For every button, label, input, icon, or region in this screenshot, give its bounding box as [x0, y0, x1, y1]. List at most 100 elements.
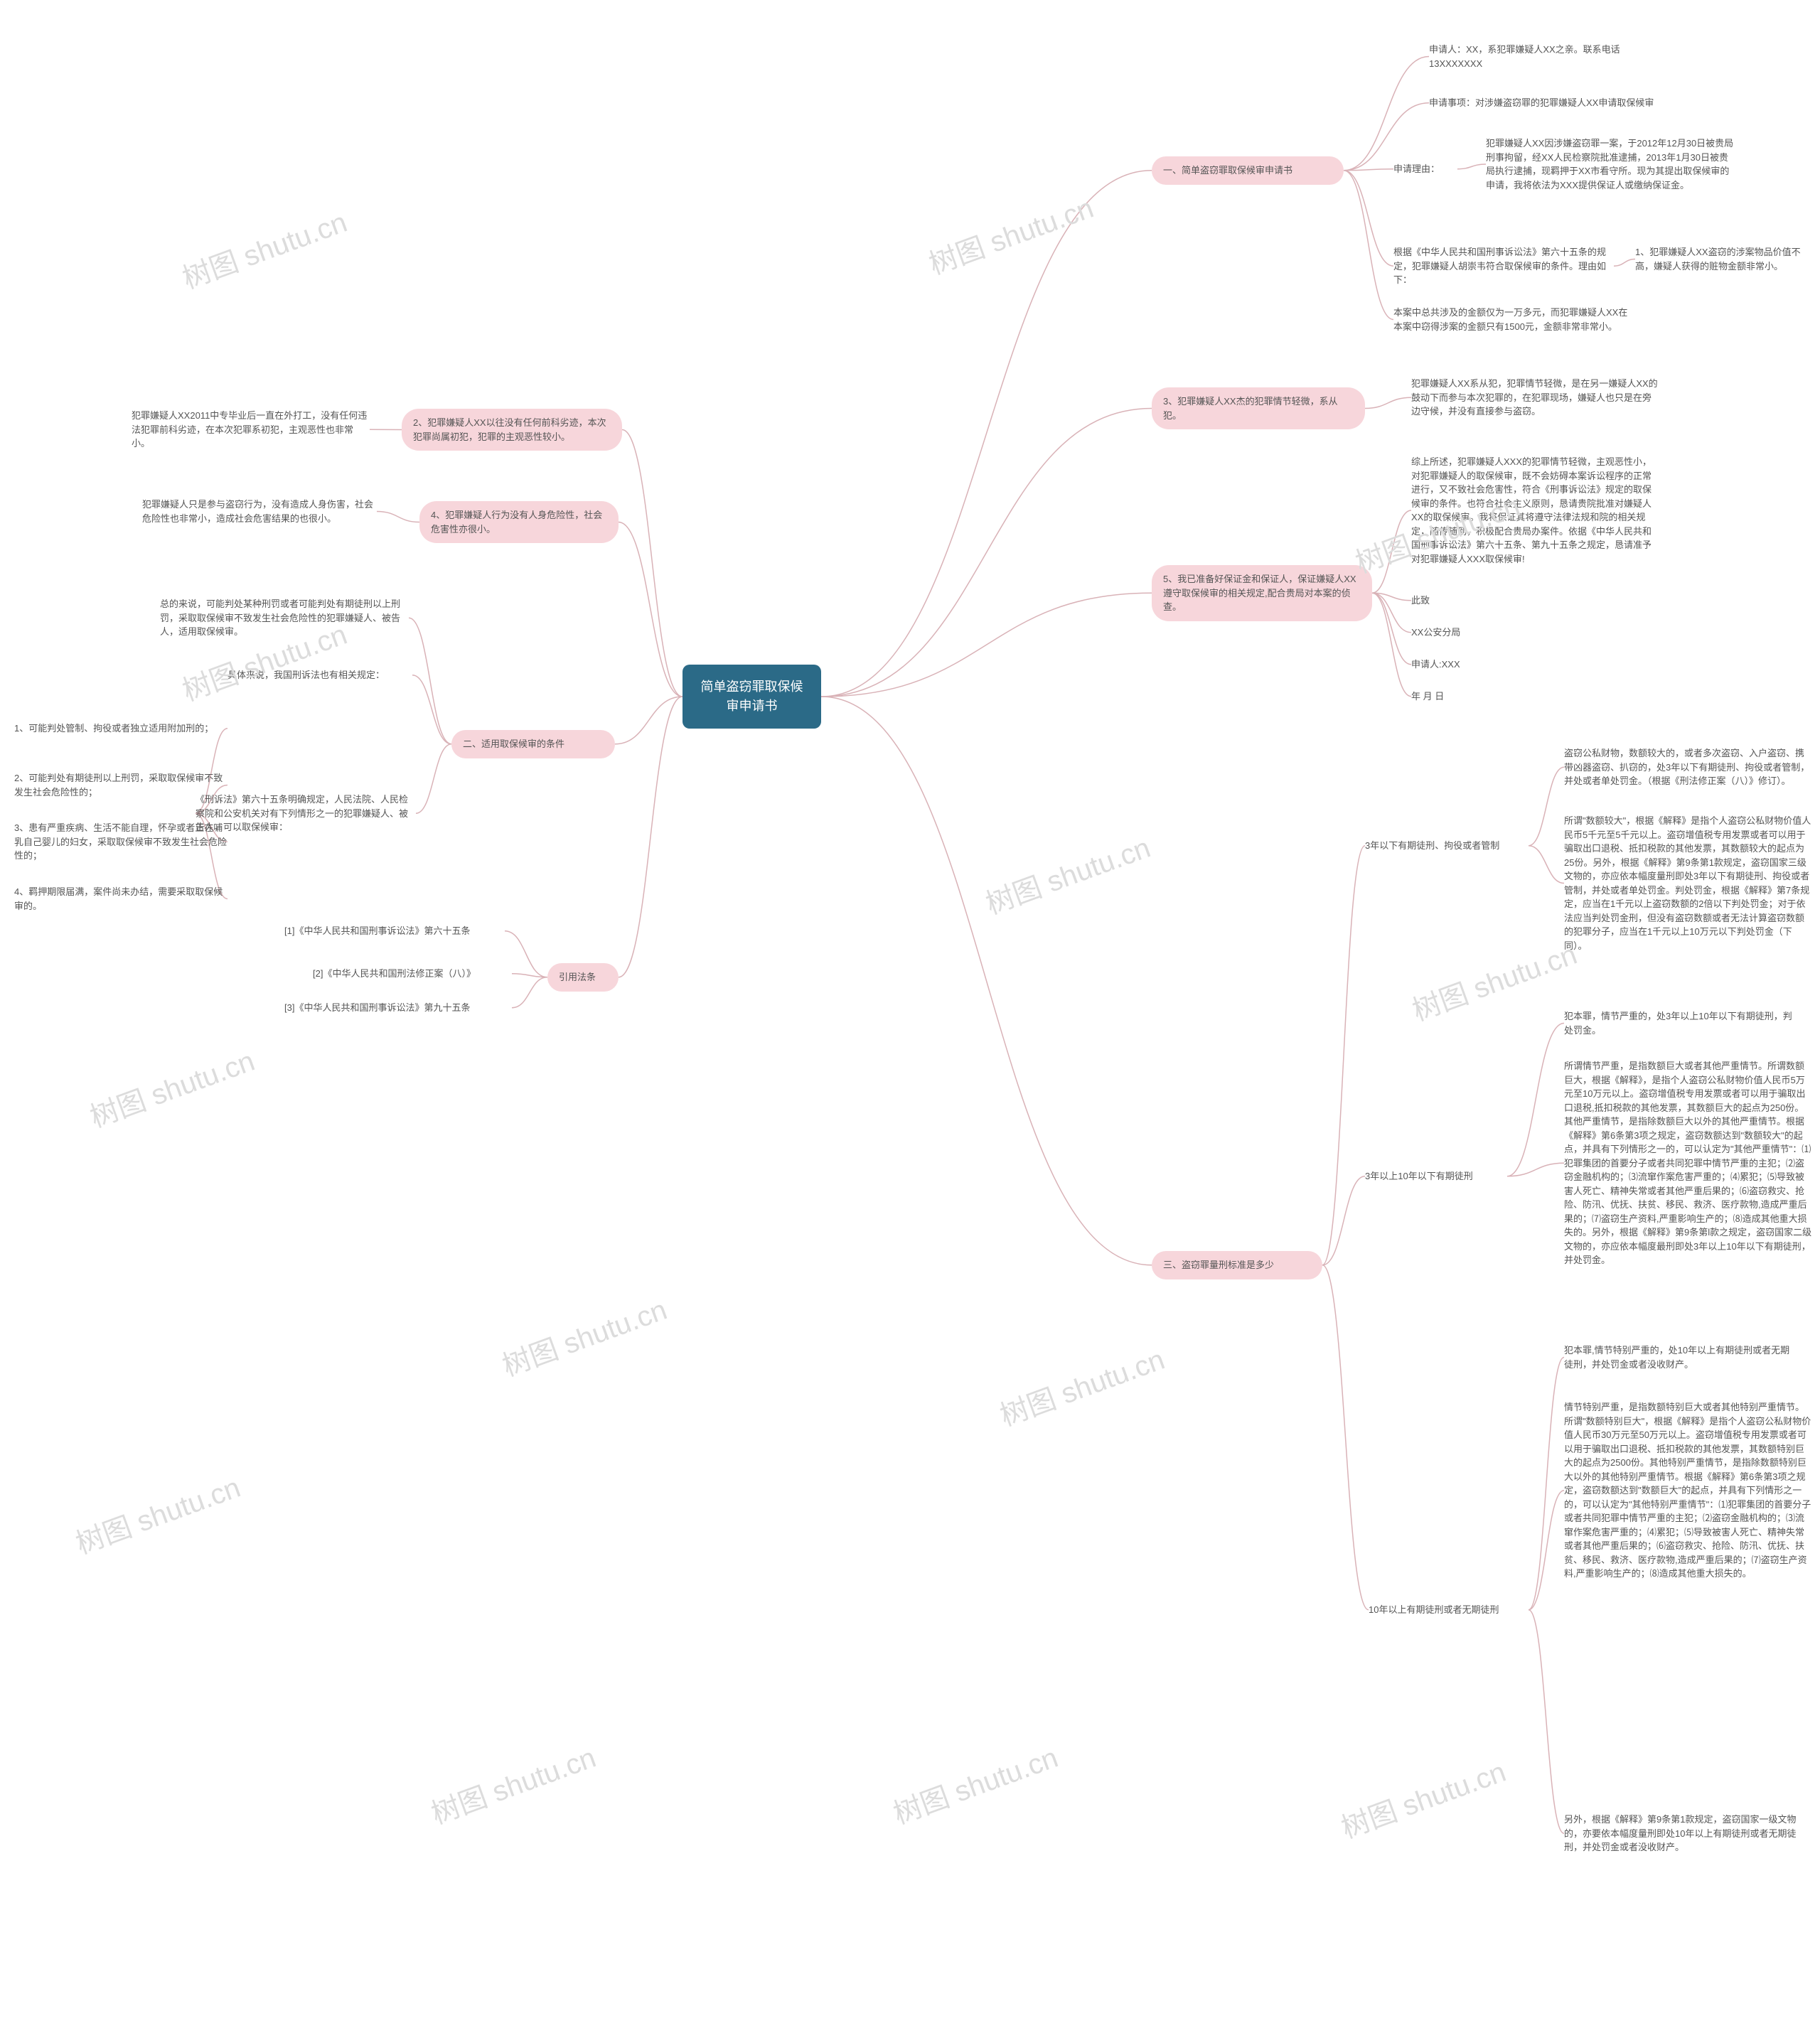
edge: [821, 697, 1152, 1265]
edge: [821, 593, 1152, 697]
node-b3a: 犯罪嫌疑人XX系从犯，犯罪情节轻微，是在另一嫌疑人XX的鼓动下而参与本次犯罪的，…: [1411, 377, 1660, 419]
edge: [619, 697, 682, 977]
edge: [1507, 1024, 1564, 1176]
node-bl6c: 《刑诉法》第六十五条明确规定，人民法院、人民检察院和公安机关对有下列情形之一的犯…: [196, 793, 416, 834]
node-label: 3年以上10年以下有期徒刑: [1365, 1171, 1473, 1181]
node-label: 所谓情节严重，是指数额巨大或者其他严重情节。所谓数额巨大，根据《解释》，是指个人…: [1564, 1061, 1811, 1265]
node-bl6c3: 3、患有严重疾病、生活不能自理，怀孕或者正在哺乳自己婴儿的妇女，采取取保候审不致…: [14, 821, 228, 863]
node-label: XX公安分局: [1411, 627, 1460, 638]
edge: [1529, 1358, 1564, 1610]
node-label: 申请人:XXX: [1411, 659, 1460, 670]
node-bl7b: [2]《中华人民共和国刑法修正案（八）》: [313, 967, 512, 981]
edge: [409, 618, 451, 744]
node-label: 年 月 日: [1411, 691, 1444, 702]
edge: [622, 430, 682, 697]
node-brt2a: 犯本罪，情节严重的，处3年以上10年以下有期徒刑，判处罚金。: [1564, 1009, 1799, 1037]
node-label: 5、我已准备好保证金和保证人，保证嫌疑人XX遵守取保候审的相关规定,配合贵局对本…: [1163, 574, 1356, 612]
node-label: 3、患有严重疾病、生活不能自理，怀孕或者正在哺乳自己婴儿的妇女，采取取保候审不致…: [14, 822, 227, 861]
node-brt3b: 情节特别严重，是指数额特别巨大或者其他特别严重情节。所谓"数额特别巨大"，根据《…: [1564, 1400, 1813, 1581]
edge: [1372, 593, 1411, 601]
node-label: 情节特别严重，是指数额特别巨大或者其他特别严重情节。所谓"数额特别巨大"，根据《…: [1564, 1402, 1811, 1579]
node-b1e: 本案中总共涉及的金额仅为一万多元，而犯罪嫌疑人XX在本案中窃得涉案的金额只有15…: [1393, 306, 1628, 333]
watermark: 树图 shutu.cn: [69, 1464, 245, 1562]
node-label: 犯本罪,情节特别严重的，处10年以上有期徒刑或者无期徒刑，并处罚金或者没收财产。: [1564, 1345, 1789, 1370]
node-brt3: 10年以上有期徒刑或者无期徒刑: [1369, 1603, 1529, 1617]
edge: [1372, 593, 1411, 665]
node-label: 1、可能判处管制、拘役或者独立适用附加刑的；: [14, 723, 213, 734]
node-label: 总的来说，可能判处某种刑罚或者可能判处有期徒刑以上刑罚，采取取保候审不致发生社会…: [160, 599, 400, 637]
node-b5c: XX公安分局: [1411, 626, 1497, 640]
node-bl6b: 具体来说，我国刑诉法也有相关规定：: [228, 668, 412, 682]
node-label: 综上所述，犯罪嫌疑人XXX的犯罪情节轻微，主观恶性小，对犯罪嫌疑人的取保候审，既…: [1411, 456, 1652, 564]
node-b5: 5、我已准备好保证金和保证人，保证嫌疑人XX遵守取保候审的相关规定,配合贵局对本…: [1152, 565, 1372, 621]
node-brt3a: 犯本罪,情节特别严重的，处10年以上有期徒刑或者无期徒刑，并处罚金或者没收财产。: [1564, 1343, 1799, 1371]
node-brt1a: 盗窃公私财物，数额较大的，或者多次盗窃、入户盗窃、携带凶器盗窃、扒窃的，处3年以…: [1564, 746, 1813, 788]
node-b1c1: 犯罪嫌疑人XX因涉嫌盗窃罪一案，于2012年12月30日被贵局刑事拘留，经XX人…: [1486, 136, 1735, 192]
edge: [1344, 171, 1393, 267]
watermark: 树图 shutu.cn: [1406, 931, 1582, 1029]
node-b1d: 根据《中华人民共和国刑事诉讼法》第六十五条的规定，犯罪嫌疑人胡崇韦符合取保候审的…: [1393, 245, 1614, 287]
node-label: 1、犯罪嫌疑人XX盗窃的涉案物品价值不高，嫌疑人获得的赃物金额非常小。: [1635, 247, 1801, 272]
node-label: 二、适用取保候审的条件: [463, 739, 564, 749]
watermark: 树图 shutu.cn: [1334, 1749, 1511, 1846]
node-label: 犯罪嫌疑人只是参与盗窃行为，没有造成人身伤害，社会危险性也非常小，造成社会危害结…: [142, 499, 373, 524]
node-label: 一、简单盗窃罪取保候审申请书: [1163, 165, 1292, 176]
node-b3: 3、犯罪嫌疑人XX杰的犯罪情节轻微，系从犯。: [1152, 387, 1365, 429]
node-brt1b: 所谓"数额较大"，根据《解释》是指个人盗窃公私财物价值人民币5千元至5千元以上。…: [1564, 814, 1813, 952]
node-label: 盗窃公私财物，数额较大的，或者多次盗窃、入户盗窃、携带凶器盗窃、扒窃的，处3年以…: [1564, 748, 1809, 786]
edge: [821, 171, 1152, 697]
edge: [1457, 164, 1486, 169]
edge: [512, 977, 547, 1008]
node-brt2b: 所谓情节严重，是指数额巨大或者其他严重情节。所谓数额巨大，根据《解释》，是指个人…: [1564, 1059, 1813, 1267]
edge: [1322, 1265, 1369, 1610]
node-label: [2]《中华人民共和国刑法修正案（八）》: [313, 968, 476, 979]
watermark: 树图 shutu.cn: [424, 1734, 601, 1832]
node-label: [1]《中华人民共和国刑事诉讼法》第六十五条: [284, 925, 470, 936]
node-label: 2、可能判处有期徒刑以上刑罚，采取取保候审不致发生社会危险性的；: [14, 773, 223, 798]
edge: [615, 697, 682, 744]
mindmap-canvas: 简单盗窃罪取保候审申请书 一、简单盗窃罪取保候审申请书 申请人：XX，系犯罪嫌疑人X…: [0, 0, 1820, 2018]
watermark: 树图 shutu.cn: [922, 185, 1098, 282]
node-label: 2、犯罪嫌疑人XX以往没有任何前科劣迹，本次犯罪尚属初犯，犯罪的主观恶性较小。: [413, 417, 606, 442]
node-label: 三、盗窃罪量刑标准是多少: [1163, 1260, 1274, 1270]
node-root: 简单盗窃罪取保候审申请书: [682, 665, 821, 729]
edge: [1365, 397, 1411, 408]
node-bl2: 2、犯罪嫌疑人XX以往没有任何前科劣迹，本次犯罪尚属初犯，犯罪的主观恶性较小。: [402, 409, 622, 451]
node-label: 申请理由：: [1393, 163, 1440, 174]
node-label: 本案中总共涉及的金额仅为一万多元，而犯罪嫌疑人XX在本案中窃得涉案的金额只有15…: [1393, 307, 1627, 332]
edge: [1529, 767, 1564, 846]
node-bl6: 二、适用取保候审的条件: [451, 730, 615, 758]
edge: [1372, 593, 1411, 633]
node-bl4a: 犯罪嫌疑人只是参与盗窃行为，没有造成人身伤害，社会危险性也非常小，造成社会危害结…: [142, 498, 377, 525]
edge: [412, 675, 451, 744]
node-b1d1: 1、犯罪嫌疑人XX盗窃的涉案物品价值不高，嫌疑人获得的赃物金额非常小。: [1635, 245, 1813, 273]
node-label: 4、羁押期限届满，案件尚未办结，需要采取取保候审的。: [14, 886, 223, 911]
node-label: 犯罪嫌疑人XX系从犯，犯罪情节轻微，是在另一嫌疑人XX的鼓动下而参与本次犯罪的，…: [1411, 378, 1658, 417]
node-b5e: 年 月 日: [1411, 689, 1497, 704]
edge: [1529, 1491, 1564, 1610]
edge: [1529, 846, 1564, 884]
node-brt: 三、盗窃罪量刑标准是多少: [1152, 1251, 1322, 1279]
node-bl7: 引用法条: [547, 963, 619, 992]
edge: [1344, 103, 1429, 171]
watermark: 树图 shutu.cn: [496, 1287, 672, 1384]
watermark: 树图 shutu.cn: [176, 199, 352, 296]
node-brt3c: 另外，根据《解释》第9条第1款规定，盗窃国家一级文物的，亦要依本幅度量刑即处10…: [1564, 1813, 1813, 1855]
node-b5d: 申请人:XXX: [1411, 658, 1497, 672]
edge-layer: [0, 0, 1820, 2018]
watermark: 树图 shutu.cn: [83, 1038, 259, 1135]
node-b1b: 申请事项：对涉嫌盗窃罪的犯罪嫌疑人XX申请取保候审: [1429, 96, 1671, 110]
node-brt1: 3年以下有期徒刑、拘役或者管制: [1365, 839, 1529, 853]
edge: [1344, 57, 1429, 171]
edge: [1614, 259, 1635, 267]
node-b5b: 此致: [1411, 594, 1454, 608]
node-label: 3、犯罪嫌疑人XX杰的犯罪情节轻微，系从犯。: [1163, 396, 1338, 421]
node-label: 《刑诉法》第六十五条明确规定，人民法院、人民检察院和公安机关对有下列情形之一的犯…: [196, 794, 408, 832]
node-bl6a: 总的来说，可能判处某种刑罚或者可能判处有期徒刑以上刑罚，采取取保候审不致发生社会…: [160, 597, 409, 639]
node-label: 申请人：XX，系犯罪嫌疑人XX之亲。联系电话13XXXXXXX: [1429, 44, 1620, 69]
node-label: 所谓"数额较大"，根据《解释》是指个人盗窃公私财物价值人民币5千元至5千元以上。…: [1564, 815, 1811, 951]
node-label: 引用法条: [559, 972, 596, 982]
node-b1: 一、简单盗窃罪取保候审申请书: [1152, 156, 1344, 185]
edge: [821, 409, 1152, 697]
node-bl7a: [1]《中华人民共和国刑事诉讼法》第六十五条: [284, 924, 505, 938]
